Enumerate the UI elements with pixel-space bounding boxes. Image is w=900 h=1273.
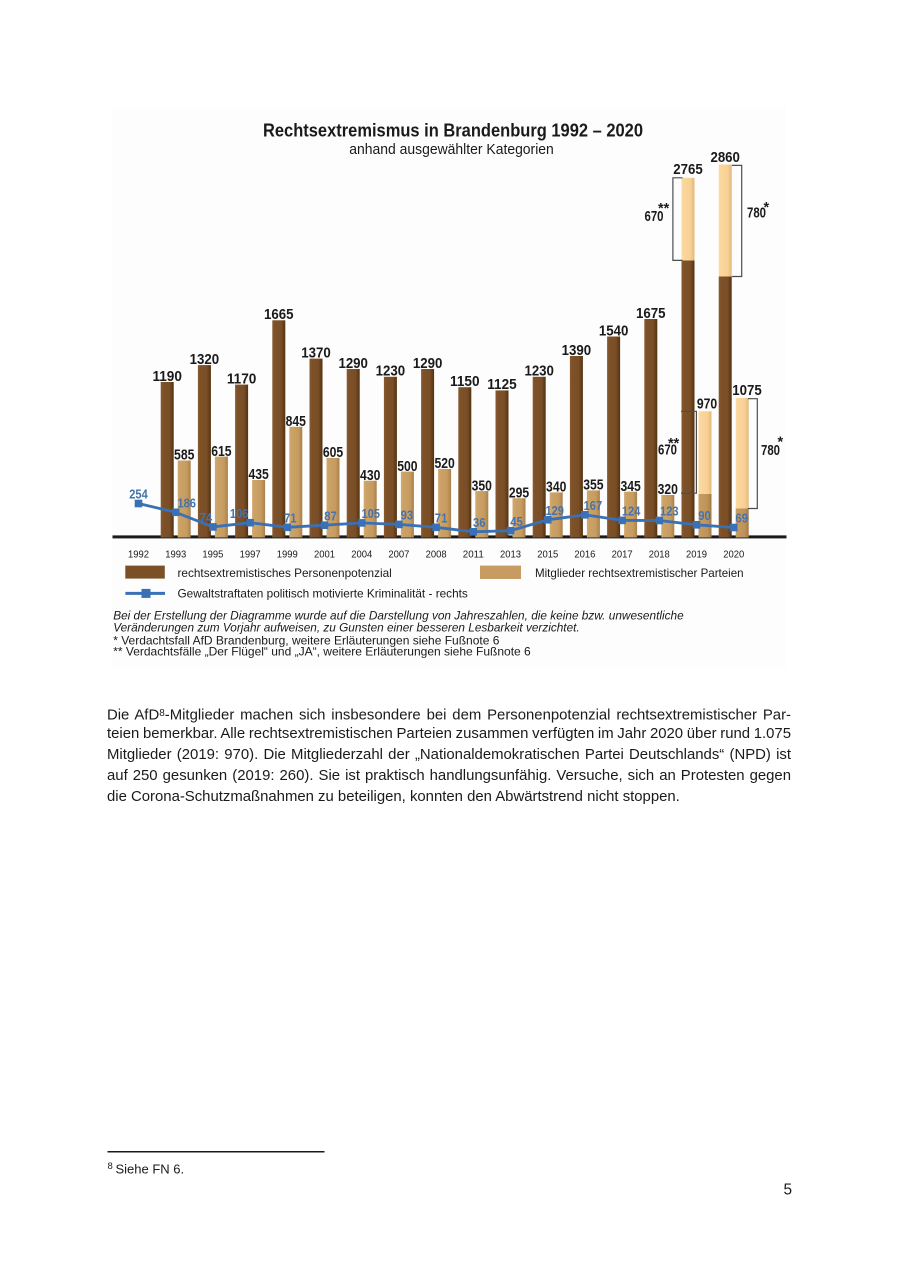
svg-text:2008: 2008 [426,549,447,561]
svg-text:435: 435 [248,466,268,483]
svg-text:780: 780 [747,205,766,222]
svg-text:90: 90 [698,508,711,523]
svg-text:2017: 2017 [612,549,633,561]
svg-text:2001: 2001 [314,549,335,561]
svg-text:2013: 2013 [500,549,521,561]
svg-text:2011: 2011 [463,549,484,561]
svg-text:2860: 2860 [710,149,740,166]
svg-text:106: 106 [230,506,249,521]
svg-text:69: 69 [735,511,748,526]
svg-text:123: 123 [660,504,679,519]
svg-text:1320: 1320 [190,351,220,368]
svg-text:8: 8 [108,1161,113,1172]
svg-text:**: ** [658,201,670,217]
svg-text:* Verdachtsfall AfD Brandenbur: * Verdachtsfall AfD Brandenburg, weitere… [113,634,500,648]
svg-text:780: 780 [761,442,780,459]
svg-text:124: 124 [622,504,641,519]
svg-text:970: 970 [697,395,717,412]
svg-text:1290: 1290 [338,355,368,372]
svg-text:1997: 1997 [240,549,261,561]
svg-text:2016: 2016 [574,549,595,561]
svg-text:105: 105 [361,506,380,521]
svg-text:254: 254 [129,487,148,502]
svg-text:74: 74 [200,510,213,525]
svg-text:355: 355 [583,477,603,494]
svg-text:1075: 1075 [732,382,762,399]
svg-text:345: 345 [620,478,640,495]
svg-text:anhand ausgewählter Kategorien: anhand ausgewählter Kategorien [349,141,554,158]
svg-text:Rechtsextremismus in Brandenbu: Rechtsextremismus in Brandenburg 1992 – … [263,121,643,141]
svg-text:1290: 1290 [413,355,443,372]
svg-text:1390: 1390 [562,342,592,359]
svg-text:2765: 2765 [673,161,703,178]
svg-text:Veränderungen zum Vorjahr aufw: Veränderungen zum Vorjahr aufweisen, zu … [113,621,580,635]
svg-text:1150: 1150 [450,373,480,390]
svg-text:5: 5 [783,1182,792,1199]
svg-text:2004: 2004 [351,549,372,561]
svg-text:Bei der Erstellung der Diagram: Bei der Erstellung der Diagramme wurde a… [113,609,684,623]
svg-text:*: * [764,200,770,216]
svg-text:1993: 1993 [165,549,186,561]
svg-text:2007: 2007 [388,549,409,561]
svg-text:1370: 1370 [301,344,331,361]
svg-text:Siehe FN 6.: Siehe FN 6. [116,1162,185,1177]
svg-text:1190: 1190 [152,368,182,385]
svg-text:520: 520 [434,455,454,472]
svg-text:rechtsextremistisches Personen: rechtsextremistisches Personenpotenzial [178,566,392,580]
svg-text:1170: 1170 [227,370,257,387]
svg-text:1540: 1540 [599,322,629,339]
svg-text:**: ** [668,436,680,452]
svg-text:1230: 1230 [376,363,406,380]
svg-text:845: 845 [286,413,306,430]
svg-text:93: 93 [401,508,414,523]
svg-text:2020: 2020 [723,549,744,561]
svg-text:186: 186 [177,496,196,511]
svg-text:2018: 2018 [649,549,670,561]
svg-text:350: 350 [472,477,492,494]
svg-text:2019: 2019 [686,549,707,561]
svg-text:340: 340 [546,479,566,496]
svg-text:670: 670 [658,442,677,459]
svg-text:295: 295 [509,484,529,501]
svg-text:** Verdachtsfälle „Der Flügel“: ** Verdachtsfälle „Der Flügel“ und „JA“,… [113,644,531,658]
svg-text:45: 45 [510,514,523,529]
svg-text:71: 71 [435,511,448,526]
svg-text:71: 71 [284,511,297,526]
svg-text:1665: 1665 [264,306,294,323]
svg-text:1992: 1992 [128,549,149,561]
svg-text:605: 605 [323,444,343,461]
svg-text:Mitglieder rechtsextremistisch: Mitglieder rechtsextremistischer Parteie… [535,566,744,580]
svg-text:*: * [778,435,784,451]
svg-text:500: 500 [397,458,417,475]
svg-text:Gewaltstraftaten politisch mot: Gewaltstraftaten politisch motivierte Kr… [178,587,468,601]
svg-text:320: 320 [658,481,678,498]
svg-text:1230: 1230 [524,363,554,380]
svg-text:1999: 1999 [277,549,298,561]
svg-text:615: 615 [211,443,231,460]
svg-text:1995: 1995 [202,549,223,561]
svg-text:167: 167 [584,498,603,513]
svg-text:36: 36 [473,515,486,530]
svg-text:1675: 1675 [636,305,666,322]
svg-text:585: 585 [174,447,194,464]
svg-text:1125: 1125 [487,376,517,393]
svg-text:670: 670 [645,208,664,225]
svg-text:129: 129 [545,503,564,518]
svg-text:430: 430 [360,467,380,484]
svg-text:87: 87 [324,508,337,523]
svg-text:2015: 2015 [537,549,558,561]
